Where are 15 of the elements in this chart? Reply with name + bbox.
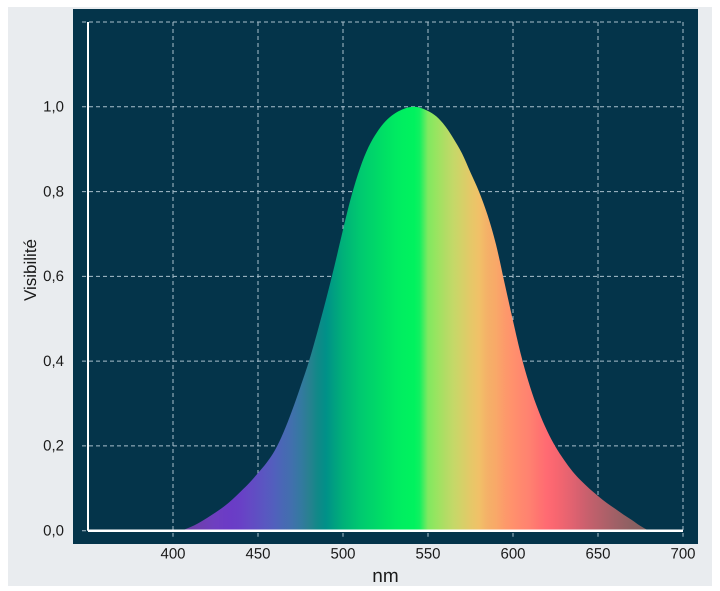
y-tick-label: 0,4 (43, 352, 64, 370)
y-tick-label: 0,0 (43, 522, 64, 540)
x-tick-label: 700 (670, 545, 696, 562)
y-tick-label: 0,2 (43, 438, 64, 455)
x-tick-label: 500 (330, 545, 356, 562)
y-axis-title: Visibilité (21, 238, 40, 302)
x-tick-label: 600 (500, 545, 526, 562)
x-tick-label: 550 (415, 545, 441, 562)
x-tick-label: 400 (160, 545, 186, 562)
y-tick-label: 1,0 (43, 98, 64, 116)
x-tick-label: 450 (245, 545, 271, 562)
y-tick-label: 0,6 (43, 268, 64, 286)
y-tick-label: 0,8 (43, 183, 64, 200)
x-axis-title: nm (372, 566, 399, 587)
x-tick-label: 650 (585, 545, 611, 562)
